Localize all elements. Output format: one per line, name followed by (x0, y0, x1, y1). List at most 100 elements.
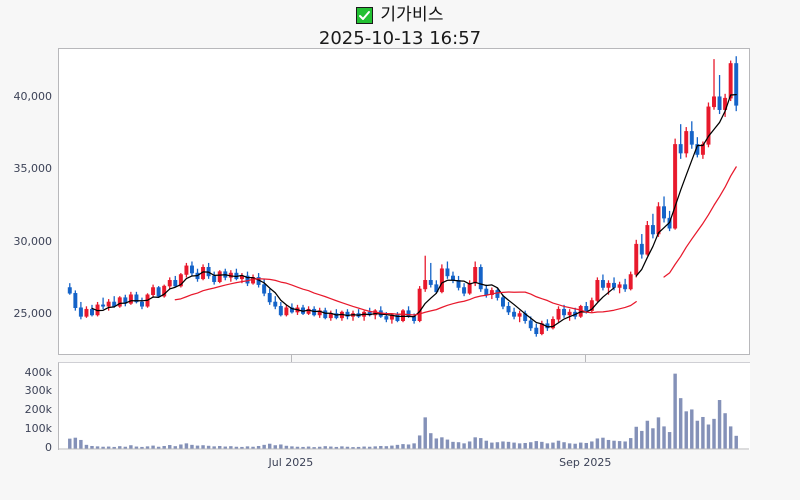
volume-bar (240, 446, 244, 449)
volume-bar (434, 438, 439, 449)
volume-bar (223, 446, 228, 449)
candlestick (534, 323, 539, 337)
candlestick (673, 138, 678, 230)
volume-bar (162, 445, 166, 449)
candlestick (212, 271, 217, 285)
volume-bar (256, 445, 261, 449)
moving-average-line (91, 94, 737, 328)
volume-bar (662, 426, 666, 449)
volume-bar (140, 446, 144, 449)
price-axis-tick: 35,000 (13, 162, 53, 176)
candlestick (217, 270, 222, 284)
volume-bar (173, 446, 178, 449)
volume-bar (129, 445, 133, 449)
volume-bar (106, 446, 111, 449)
candlestick (67, 283, 72, 295)
volume-bar (212, 446, 216, 449)
volume-axis-tick: 0 (45, 441, 52, 454)
volume-bar (601, 437, 605, 449)
candlestick (339, 310, 344, 321)
candlestick (128, 291, 133, 305)
volume-bar (440, 437, 444, 449)
candlestick (462, 283, 467, 297)
candlestick (517, 310, 522, 323)
volume-bar (523, 442, 527, 449)
volume-bar (390, 445, 394, 449)
volume-bar (517, 443, 522, 449)
volume-bar (562, 442, 566, 449)
candlestick (684, 127, 689, 158)
volume-bar (512, 442, 516, 449)
volume-axis-tick: 400k (24, 365, 52, 379)
candlestick (428, 262, 433, 288)
volume-bar (640, 430, 644, 449)
volume-bar (634, 426, 638, 449)
volume-bar (667, 432, 672, 449)
candlestick (267, 288, 272, 305)
volume-bar (717, 400, 722, 449)
volume-bar (712, 418, 716, 449)
volume-bar (95, 446, 100, 449)
candlestick (539, 320, 544, 336)
page-title: 기가비스 (380, 4, 444, 25)
candlestick (151, 284, 156, 298)
volume-bar (623, 441, 627, 449)
volume-bar (317, 446, 322, 449)
date-axis-tick-mark (290, 355, 292, 362)
candlestick (506, 301, 511, 315)
volume-bar (545, 443, 550, 449)
volume-bar (156, 446, 161, 449)
candlestick (645, 221, 650, 256)
candlestick (595, 277, 600, 302)
candlestick (78, 301, 83, 320)
volume-bar (195, 445, 200, 449)
volume-bar (79, 439, 83, 449)
volume-bar (267, 443, 272, 449)
date-axis-tick: Sep 2025 (559, 456, 612, 469)
volume-bar (134, 446, 139, 449)
candlestick (317, 307, 322, 318)
candlestick (434, 280, 439, 294)
volume-bar (229, 446, 233, 449)
volume-bar (384, 446, 389, 449)
candlestick (334, 309, 339, 320)
volume-chart-panel[interactable] (58, 362, 750, 450)
price-chart-panel[interactable] (58, 48, 750, 355)
volume-bar (645, 420, 650, 449)
volume-bar (695, 420, 700, 449)
candlestick (162, 284, 167, 298)
volume-bar (123, 446, 128, 449)
volume-bar (145, 446, 150, 449)
volume-bar (584, 442, 588, 449)
volume-bar (656, 417, 661, 449)
volume-bar (501, 441, 505, 449)
timestamp-label: 2025-10-13 16:57 (318, 28, 482, 49)
volume-bar (295, 446, 300, 449)
volume-bar (367, 446, 372, 449)
candlestick (245, 271, 250, 287)
candlestick (550, 316, 555, 330)
volume-bar (68, 438, 72, 449)
candlestick (84, 306, 89, 318)
candlestick (301, 304, 306, 315)
candlestick (678, 124, 683, 159)
candlestick (478, 264, 483, 292)
volume-bar (567, 443, 572, 449)
volume-bar (417, 435, 422, 449)
volume-bar (723, 413, 727, 449)
volume-bar (506, 441, 511, 449)
candlestick (362, 310, 367, 321)
candlestick (639, 234, 644, 259)
volume-bar (529, 442, 533, 449)
volume-bar (412, 443, 416, 449)
volume-axis-tick: 100k (24, 422, 52, 436)
volume-bar (406, 444, 411, 449)
volume-bar (179, 444, 183, 449)
volume-bar (345, 446, 350, 449)
candlestick (167, 277, 172, 289)
price-axis-tick: 30,000 (13, 234, 53, 248)
volume-bar (484, 440, 489, 449)
volume-bar (423, 417, 427, 449)
volume-bar (467, 441, 472, 449)
volume-bar (445, 439, 450, 449)
